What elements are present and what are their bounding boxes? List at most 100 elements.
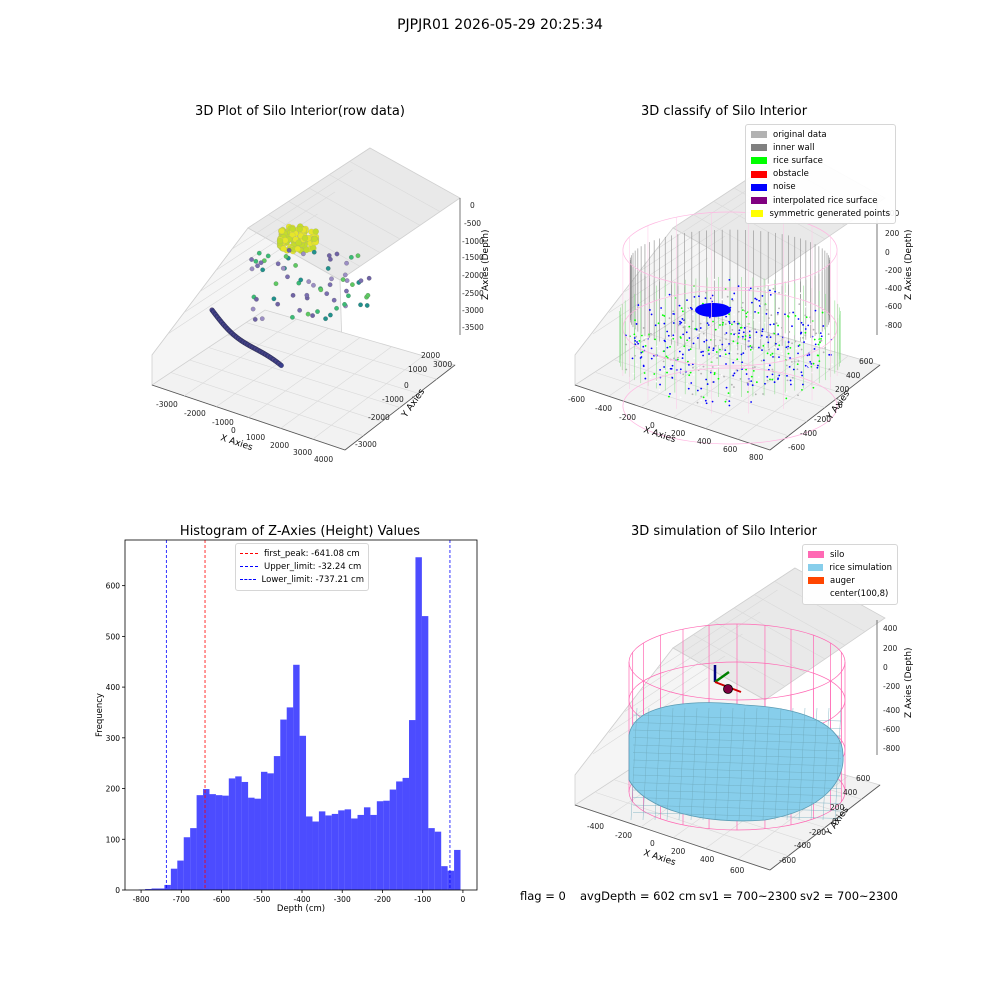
- x-tick-label: -500: [253, 895, 270, 904]
- classified-point: [669, 392, 671, 395]
- classified-point: [704, 399, 707, 402]
- classified-point: [707, 324, 710, 326]
- classified-point: [798, 344, 801, 346]
- classified-point: [666, 330, 669, 333]
- classified-point: [802, 323, 804, 326]
- scatter-point: [253, 258, 259, 264]
- classified-point: [666, 346, 669, 349]
- classified-point: [625, 368, 628, 371]
- classified-point: [678, 304, 681, 307]
- classified-point: [682, 333, 685, 336]
- scatter-point: [306, 279, 312, 284]
- classified-point: [733, 320, 736, 323]
- histogram-bar: [331, 813, 339, 890]
- histogram-bar: [280, 719, 287, 890]
- classified-point: [777, 324, 779, 327]
- classified-point: [799, 332, 802, 335]
- histogram-bar: [248, 797, 255, 890]
- classified-point: [761, 295, 764, 297]
- scatter-point: [340, 277, 346, 282]
- p2-ztick: 0: [885, 248, 890, 257]
- rice-mesh-line: [630, 707, 638, 821]
- classified-point: [769, 289, 771, 292]
- classified-point: [658, 350, 660, 352]
- panel4-title: 3D simulation of Silo Interior: [631, 524, 817, 539]
- histogram-bar: [228, 778, 236, 890]
- legend-line-blue: [240, 579, 256, 581]
- legend-label: rice simulation: [829, 562, 892, 573]
- figure-title: PJPJR01 2026-05-29 20:25:34: [397, 17, 603, 33]
- scatter-point: [346, 293, 351, 299]
- classified-point: [805, 324, 808, 326]
- classified-point: [736, 352, 739, 355]
- classified-point: [759, 337, 761, 340]
- classified-point: [688, 374, 691, 377]
- classified-point: [730, 332, 733, 335]
- classified-point: [731, 370, 734, 373]
- classified-point: [660, 307, 663, 309]
- classified-point: [643, 372, 646, 374]
- scatter-point: [355, 253, 361, 259]
- classified-point: [731, 299, 734, 302]
- scatter-point: [305, 311, 311, 317]
- histogram-bar: [338, 810, 345, 890]
- classified-point: [813, 338, 816, 341]
- classified-point: [728, 278, 731, 281]
- classified-point: [728, 320, 731, 323]
- classified-point: [800, 348, 803, 351]
- scatter-point: [275, 301, 280, 307]
- scatter-point: [280, 265, 286, 271]
- p1-ztick: -3000: [462, 306, 484, 315]
- classified-point: [741, 368, 743, 371]
- rice-mesh-line: [632, 744, 842, 752]
- classified-point: [745, 315, 748, 318]
- p2-ztick: -800: [885, 321, 902, 330]
- legend-item: symmetric generated points: [751, 207, 890, 220]
- p1-ytick: 3000: [433, 360, 452, 369]
- legend-item: silo: [808, 548, 892, 561]
- classified-point: [714, 369, 716, 372]
- histogram-bar: [363, 807, 371, 890]
- histogram-vlines: [165, 540, 451, 890]
- classified-point: [697, 337, 699, 339]
- classified-point: [707, 349, 710, 352]
- classified-point: [766, 336, 768, 338]
- classified-point: [751, 384, 754, 387]
- classified-point: [649, 376, 652, 379]
- classified-point: [788, 365, 791, 368]
- scatter-point: [293, 263, 298, 268]
- histogram-bar: [447, 870, 455, 890]
- classified-point: [677, 356, 679, 359]
- classified-point: [682, 326, 685, 329]
- classified-point: [760, 334, 763, 337]
- classified-point: [719, 348, 721, 351]
- classified-point: [741, 337, 744, 340]
- histogram-bar: [389, 789, 397, 890]
- classified-point: [670, 336, 673, 339]
- classified-point: [654, 324, 657, 327]
- classified-point: [751, 349, 754, 352]
- classified-point: [644, 336, 646, 339]
- legend-item: first_peak: -641.08 cm: [240, 547, 364, 560]
- histogram-bar: [183, 837, 191, 890]
- classified-point: [748, 334, 751, 337]
- classified-point: [818, 360, 821, 363]
- legend-item: interpolated rice surface: [751, 194, 890, 207]
- classified-point: [791, 381, 794, 384]
- legend-item: noise: [751, 181, 890, 194]
- classified-point: [751, 367, 754, 369]
- histogram-bar: [170, 868, 178, 890]
- classified-point: [812, 362, 815, 365]
- p2-xtick: -200: [619, 413, 636, 422]
- classified-point: [730, 383, 733, 386]
- legend-swatch: [751, 170, 767, 178]
- rice-mesh-line: [632, 729, 842, 737]
- histogram-bar: [325, 815, 332, 890]
- classified-point: [792, 311, 795, 314]
- classified-point: [754, 393, 757, 396]
- scatter-point: [334, 306, 339, 311]
- classified-point: [733, 296, 736, 299]
- scatter-point: [364, 303, 370, 308]
- p2-xtick: 400: [697, 437, 712, 446]
- classified-point: [771, 368, 774, 371]
